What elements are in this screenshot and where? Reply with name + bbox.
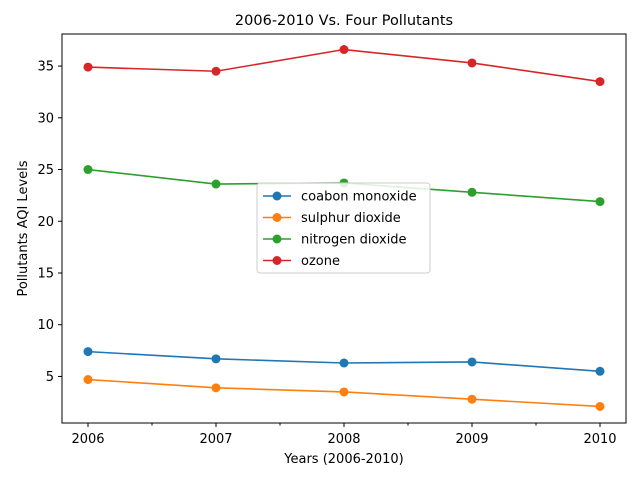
data-point [595, 197, 605, 207]
y-tick-label: 35 [37, 60, 54, 75]
data-point [467, 58, 477, 68]
y-tick-label: 20 [37, 215, 54, 230]
data-point [339, 45, 349, 55]
data-point [211, 354, 221, 364]
y-tick-label: 15 [37, 266, 54, 281]
data-point [211, 383, 221, 393]
data-point [339, 358, 349, 368]
legend-item: sulphur dioxide [263, 211, 401, 226]
chart-title: 2006-2010 Vs. Four Pollutants [235, 13, 453, 29]
x-axis: 2006 2007 2008 2009 2010 [71, 423, 617, 447]
series-line [87, 48, 601, 83]
legend-swatch-marker [272, 191, 282, 201]
legend-swatch-marker [272, 213, 282, 222]
legend-label: coabon monoxide [301, 190, 417, 205]
series-ozone [83, 45, 605, 87]
data-point [595, 77, 605, 87]
legend-box [256, 182, 431, 274]
data-point [467, 187, 477, 197]
data-point [339, 387, 349, 397]
y-tick-label: 10 [37, 318, 54, 333]
x-tick-label: 2007 [199, 432, 232, 447]
y-tick-label: 25 [37, 163, 54, 178]
legend-item: nitrogen dioxide [263, 233, 407, 248]
y-axis: 5 10 15 20 25 30 35 [37, 60, 62, 385]
legend-label: sulphur dioxide [301, 211, 401, 226]
legend-item: coabon monoxide [263, 190, 417, 205]
data-point [595, 366, 605, 376]
data-point [595, 401, 605, 411]
y-tick-label: 30 [37, 111, 54, 126]
x-tick-label: 2008 [327, 432, 360, 447]
legend-swatch-marker [272, 256, 282, 265]
x-axis-label: Years (2006-2010) [283, 452, 403, 467]
data-point [83, 375, 93, 385]
plot-area [83, 45, 605, 411]
legend-label: ozone [301, 254, 340, 269]
legend: coabon monoxide sulphur dioxide nitrogen d… [256, 182, 431, 274]
legend-label: nitrogen dioxide [301, 233, 407, 248]
series-coabon-monoxide [83, 347, 605, 376]
legend-item: ozone [263, 254, 340, 269]
x-tick-label: 2006 [71, 432, 104, 447]
data-point [83, 347, 93, 357]
data-point [467, 357, 477, 367]
data-point [467, 394, 477, 404]
data-point [83, 165, 93, 175]
x-tick-label: 2009 [455, 432, 488, 447]
y-tick-label: 5 [46, 370, 54, 385]
legend-swatch-marker [272, 234, 282, 244]
x-tick-label: 2010 [583, 432, 616, 447]
series-sulphur-dioxide [83, 375, 605, 411]
data-point [83, 62, 93, 72]
data-point [211, 179, 221, 189]
y-axis-label: Pollutants AQI Levels [16, 160, 31, 296]
data-point [211, 66, 221, 76]
